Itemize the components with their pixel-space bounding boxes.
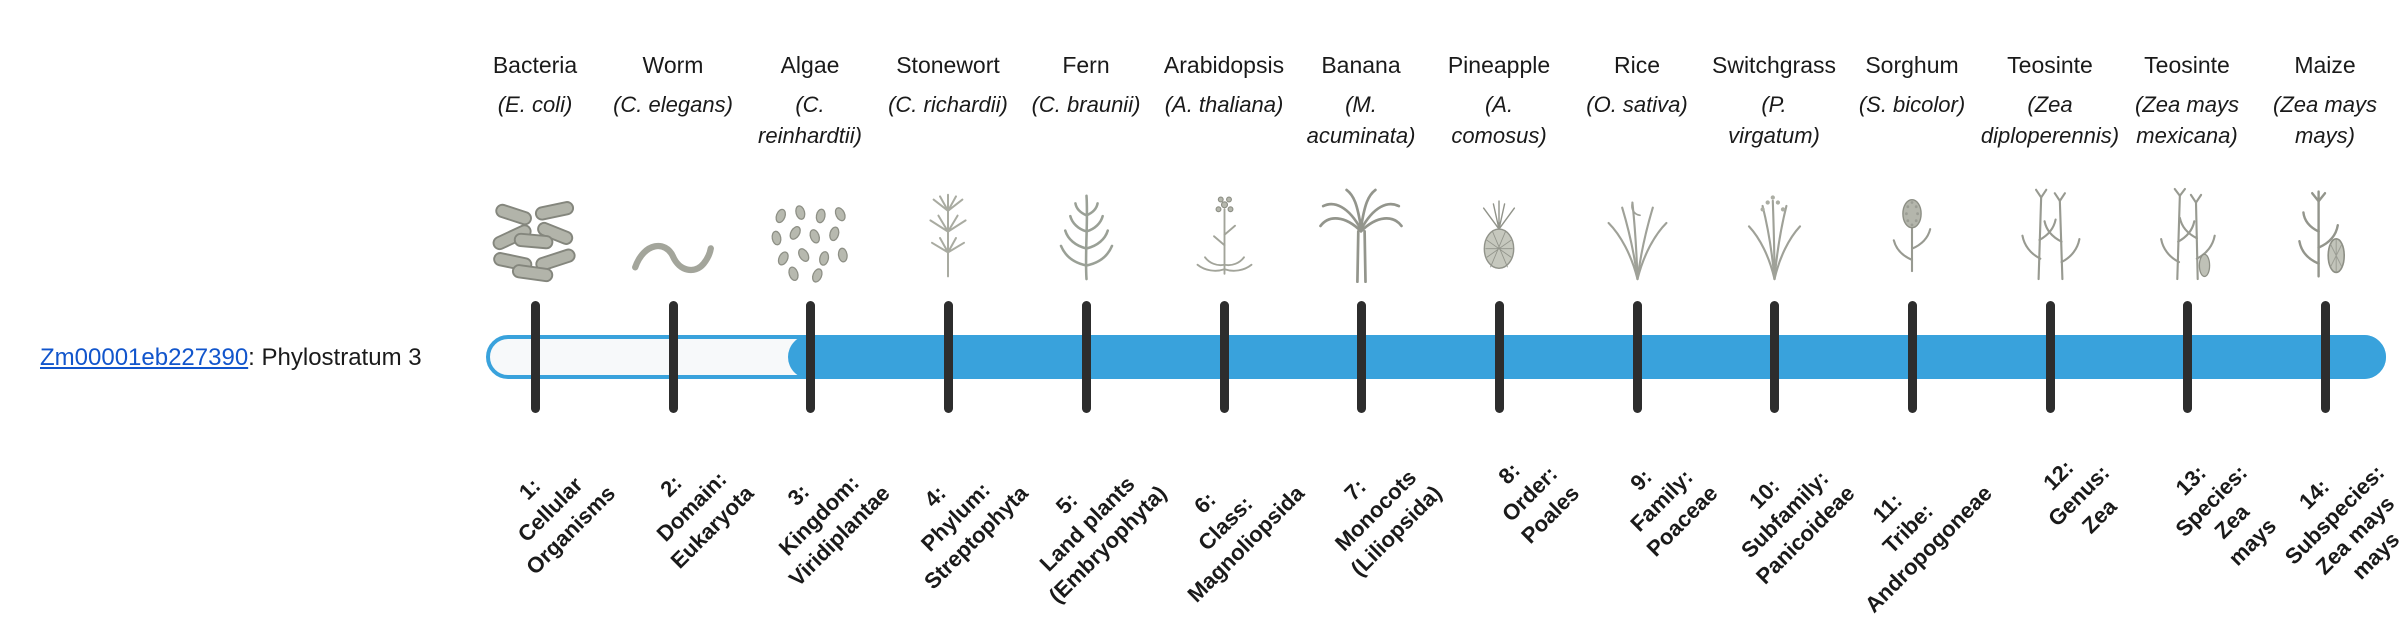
phylostratum-bar-fill [788,335,2386,379]
sorghum-icon [1827,172,1997,284]
phylostratum-tick [1769,301,1779,413]
organism-name: Maize [2294,52,2356,78]
gene-phylostratum-text: : Phylostratum 3 [248,344,422,371]
gene-label: Zm00001eb227390: Phylostratum 3 [40,344,422,372]
organism-scientific-name: (Zea mays mays) [2273,92,2377,148]
gene-link[interactable]: Zm00001eb227390 [40,344,249,371]
organism-name: Stonewort [896,52,1000,78]
phylostratum-bar-track [486,335,2386,379]
switchgrass-icon [1689,172,1859,284]
phylostratum-axis-label: 3: Kingdom: Viridiplantae [774,470,896,592]
phylostratum-axis-label: 5: Land plants (Embryophyta) [1034,471,1172,608]
teosinte-mexicana-icon [2102,172,2272,284]
phylostratum-tick [1907,301,1917,413]
organism-scientific-name: (A. thaliana) [1164,92,1284,117]
organism-name: Teosinte [2007,52,2093,78]
organism-name: Rice [1613,52,1660,78]
phylostratum-axis-label: 11: Tribe: Andropogoneae [1860,480,1998,618]
banana-icon [1276,172,1446,284]
phylostratum-axis-label: 2: Domain: Eukaryota [651,466,759,574]
organism-name: Arabidopsis [1163,52,1285,78]
rice-icon [1552,172,1722,284]
phylostratum-axis-label: 13: Species: Zea mays [2169,459,2281,571]
stonewort-icon [863,172,1033,284]
phylostratigraphy-plot: Zm00001eb227390: Phylostratum 3 Bacteria… [40,52,2400,617]
organism-scientific-name: (P. virgatum) [1728,92,1820,148]
pineapple-icon [1414,172,1584,284]
organism-name: Switchgrass [1712,52,1836,78]
organism-scientific-name: (O. sativa) [1586,92,1688,117]
organism-scientific-name: (M. acuminata) [1306,92,1416,148]
organism-name: Fern [1062,52,1110,78]
organism-scientific-name: (C. elegans) [613,92,733,117]
phylostratum-tick [530,301,540,413]
bacteria-icon [450,172,620,284]
organism-name: Worm [642,52,704,78]
algae-icon [725,172,895,284]
organism-scientific-name: (Zea diploperennis) [1980,92,2120,148]
organism-scientific-name: (Zea mays mexicana) [2135,92,2239,148]
phylostratum-tick [2182,301,2192,413]
phylostratum-axis-label: 8: Order: Poales [1493,457,1585,549]
organism-name: Sorghum [1865,52,1959,78]
fern-icon [1001,172,1171,284]
teosinte-diploperennis-icon [1965,172,2135,284]
organism-scientific-name: (C. richardii) [888,92,1008,117]
phylostratum-tick [2320,301,2330,413]
phylostratum-tick [1632,301,1642,413]
organism-name: Bacteria [492,52,578,78]
phylostratum-axis-label: 4: Phylum: Streptophyta [916,477,1034,595]
phylostratum-tick [1219,301,1229,413]
worm-icon [588,172,758,284]
organism-scientific-name: (E. coli) [497,92,573,117]
phylostratum-axis-label: 12: Genus: Zea [2038,454,2122,539]
arabidopsis-icon [1139,172,1309,284]
phylostratum-axis-label: 14: Subspecies: Zea mays mays [2280,459,2400,585]
organism-name: Teosinte [2144,52,2230,78]
organism-name: Algae [780,52,840,78]
phylostratum-tick [805,301,815,413]
phylostratum-tick [2045,301,2055,413]
phylostratum-axis-label: 7: Monocots (Liliopsida) [1329,464,1447,582]
organism-name: Banana [1321,52,1401,78]
organism-scientific-name: (A. comosus) [1451,92,1547,148]
phylostratum-tick [1494,301,1504,413]
organism-name: Pineapple [1447,52,1551,78]
phylostratum-axis-label: 6: Class: Magnoliopsida [1182,480,1310,608]
phylostratum-tick [1081,301,1091,413]
organism-scientific-name: (S. bicolor) [1858,92,1966,117]
phylostratum-tick [668,301,678,413]
organism-scientific-name: (C. braunii) [1031,92,1141,117]
phylostratum-tick [1356,301,1366,413]
phylostratum-axis-label: 9: Family: Poaceae [1624,464,1723,562]
organism-scientific-name: (C. reinhardtii) [758,92,862,148]
maize-icon [2240,172,2400,284]
phylostratum-axis-label: 1: Cellular Organisms [512,472,621,580]
phylostratum-tick [943,301,953,413]
